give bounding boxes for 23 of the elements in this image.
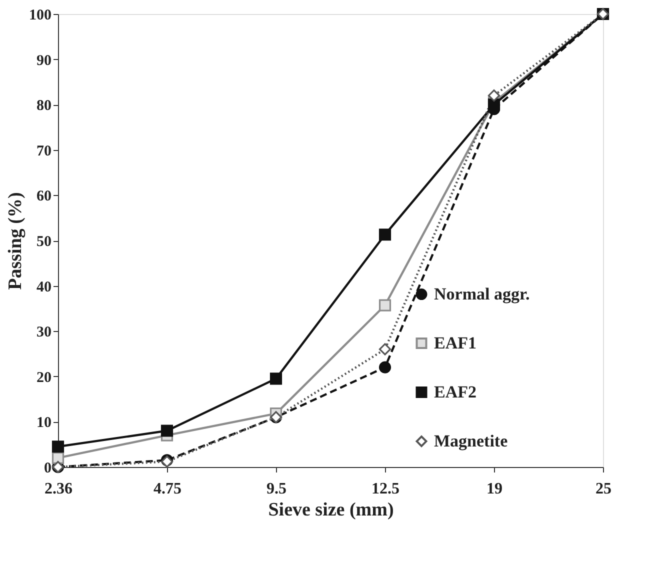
y-axis-title: Passing (%) — [5, 192, 26, 290]
y-tick-label: 80 — [36, 98, 52, 114]
x-tick-label: 19 — [486, 480, 502, 498]
x-tick-label: 12.5 — [372, 480, 400, 498]
y-tick-label: 70 — [36, 143, 52, 160]
y-tick-label: 60 — [36, 188, 52, 205]
legend-label: Magnetite — [434, 431, 508, 450]
y-tick-label: 10 — [36, 415, 52, 432]
x-axis-title: Sieve size (mm) — [268, 500, 394, 520]
legend-label: Normal aggr. — [434, 284, 530, 304]
y-tick-label: 30 — [36, 324, 52, 341]
y-tick-label: 40 — [36, 279, 52, 296]
x-tick-label: 9.5 — [266, 480, 286, 498]
legend-label: EAF1 — [434, 333, 476, 352]
legend-label: EAF2 — [434, 382, 476, 402]
y-tick-label: 50 — [36, 234, 52, 250]
x-tick-label: 2.36 — [44, 480, 72, 498]
y-tick-label: 0 — [44, 460, 52, 476]
y-tick-label: 90 — [36, 52, 52, 69]
x-tick-label: 25 — [596, 480, 612, 498]
y-tick-label: 20 — [36, 370, 52, 386]
y-tick-label: 100 — [29, 8, 52, 24]
x-tick-label: 4.75 — [154, 480, 182, 498]
